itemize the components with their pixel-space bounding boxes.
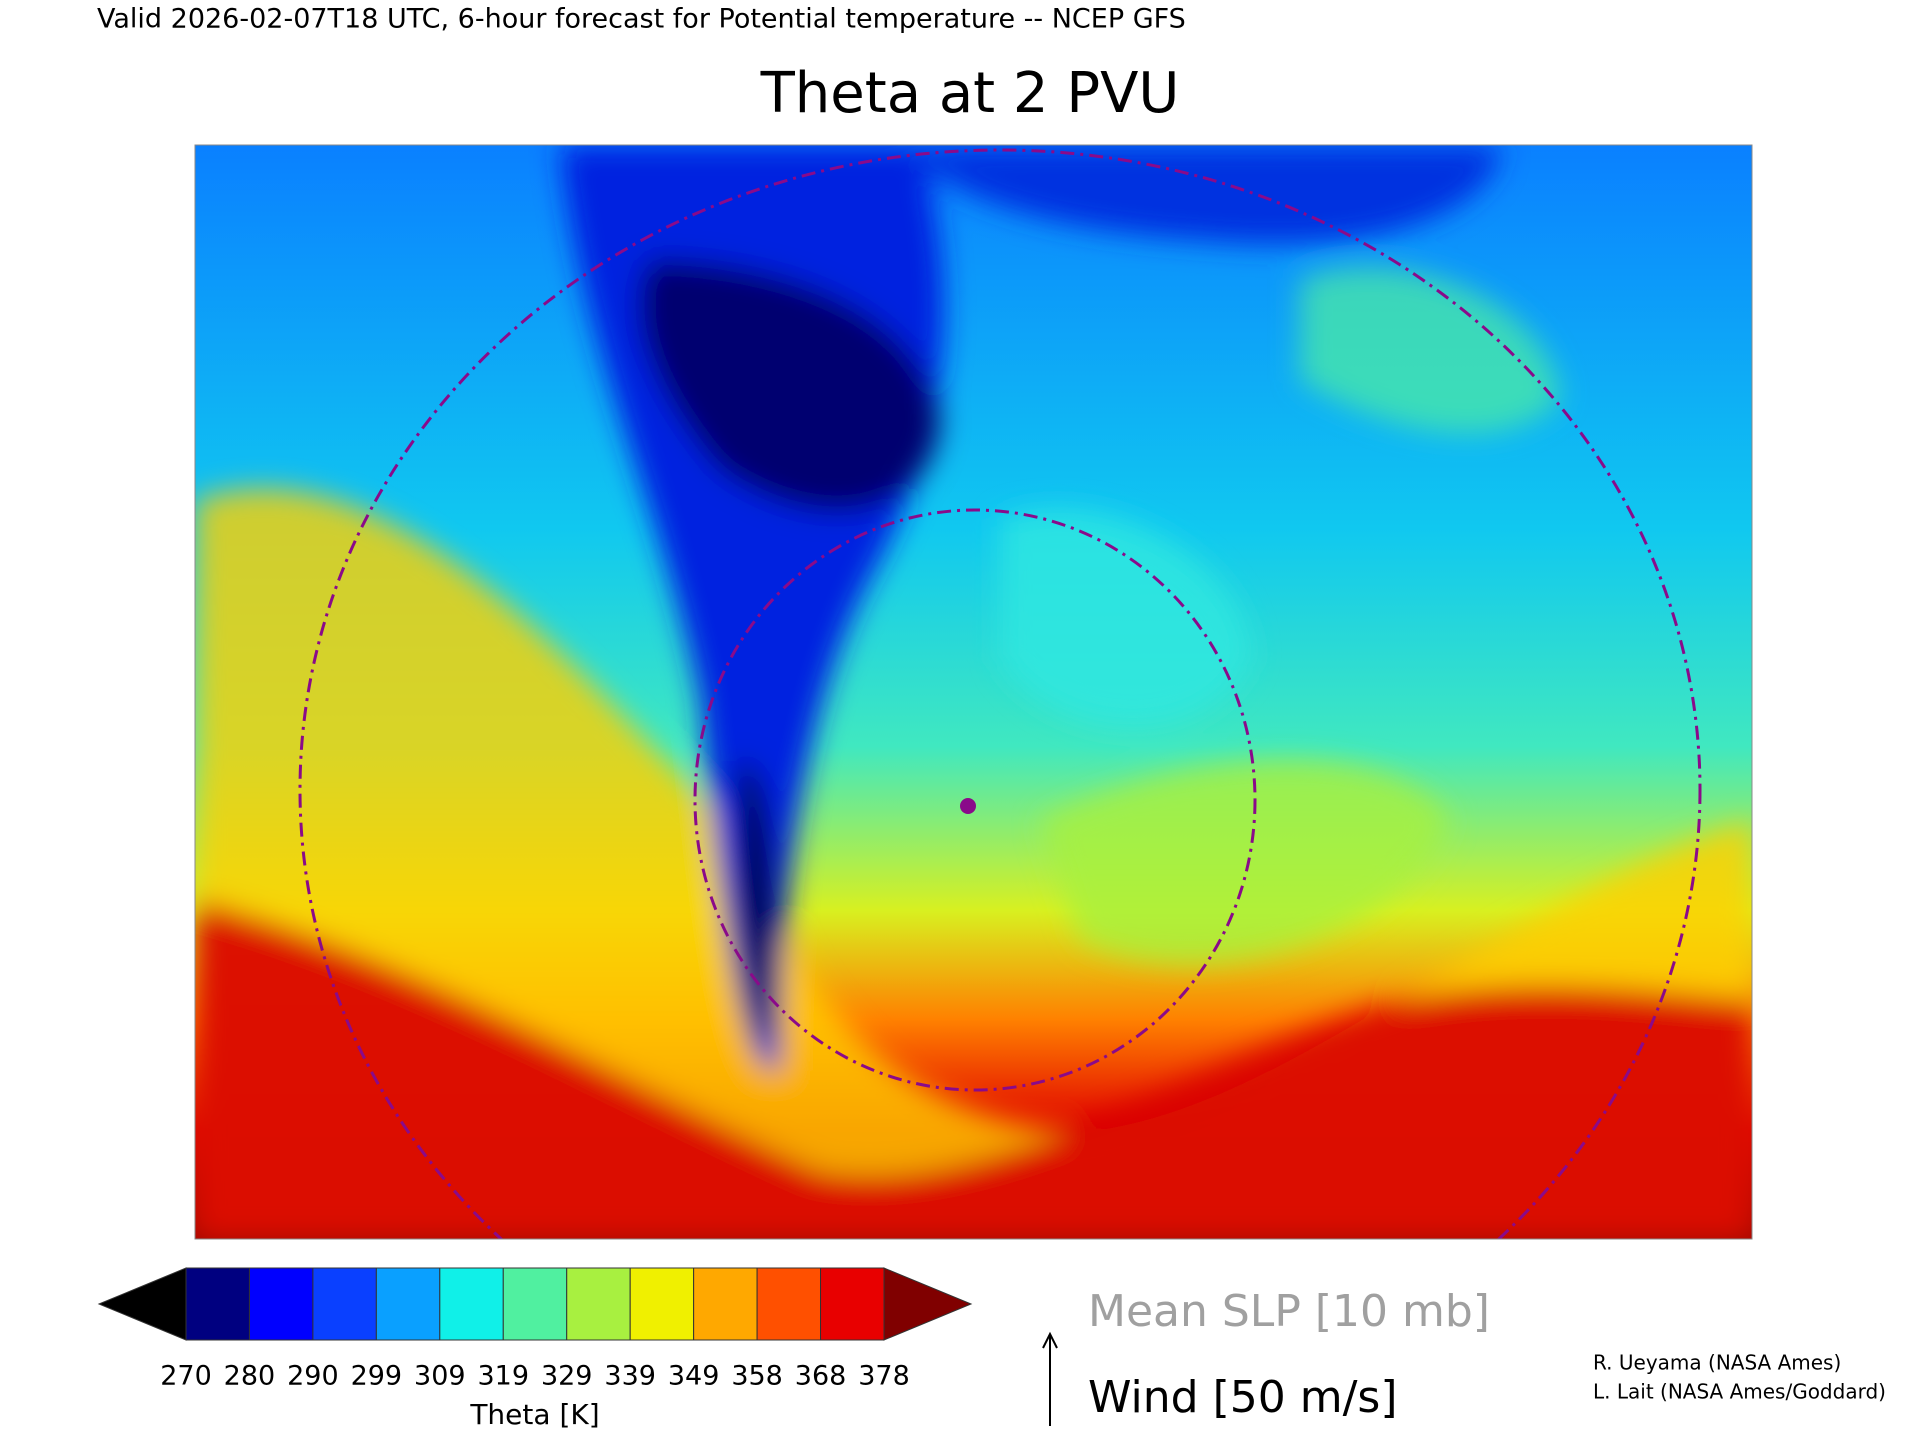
colorbar-label: 290 xyxy=(287,1361,339,1392)
colorbar-box xyxy=(629,1267,695,1341)
slp-legend: Mean SLP [10 mb] xyxy=(1088,1286,1490,1337)
colorbar-label: 339 xyxy=(604,1361,656,1392)
colorbar-box xyxy=(820,1267,885,1341)
map-frame xyxy=(194,144,1753,1240)
colorbar-box xyxy=(248,1267,314,1341)
colorbar xyxy=(97,1267,973,1341)
credit: R. Ueyama (NASA Ames) xyxy=(1593,1351,1841,1375)
colorbar-label: 319 xyxy=(477,1361,529,1392)
colorbar-box xyxy=(566,1267,631,1341)
colorbar-box xyxy=(185,1267,250,1341)
colorbar-label: 329 xyxy=(541,1361,593,1392)
colorbar-box xyxy=(312,1267,377,1341)
theta-field xyxy=(195,145,1752,1239)
colorbar-label: 299 xyxy=(351,1361,403,1392)
colorbar-label: 309 xyxy=(414,1361,466,1392)
colorbar-label: 358 xyxy=(731,1361,783,1392)
colorbar-box xyxy=(439,1267,504,1341)
colorbar-title: Theta [K] xyxy=(469,1398,599,1431)
latitude-circles xyxy=(298,148,1702,1239)
wind-reference-arrow xyxy=(1042,1331,1058,1426)
colorbar-low-triangle xyxy=(97,1267,187,1341)
wind-legend: Wind [50 m/s] xyxy=(1088,1372,1397,1423)
colorbar-high-triangle xyxy=(883,1267,973,1341)
colorbar-box xyxy=(502,1267,568,1341)
map xyxy=(195,145,1752,1239)
colorbar-box xyxy=(693,1267,758,1341)
credit: L. Lait (NASA Ames/Goddard) xyxy=(1593,1380,1886,1404)
pole-marker xyxy=(960,798,976,814)
colorbar-box xyxy=(756,1267,822,1341)
colorbar-label: 378 xyxy=(858,1361,910,1392)
colorbar-label: 270 xyxy=(160,1361,212,1392)
valid-line: Valid 2026-02-07T18 UTC, 6-hour forecast… xyxy=(97,4,1186,35)
colorbar-label: 368 xyxy=(795,1361,847,1392)
map-title: Theta at 2 PVU xyxy=(760,61,1180,126)
colorbar-label: 349 xyxy=(668,1361,720,1392)
colorbar-box xyxy=(375,1267,441,1341)
colorbar-label: 280 xyxy=(224,1361,276,1392)
